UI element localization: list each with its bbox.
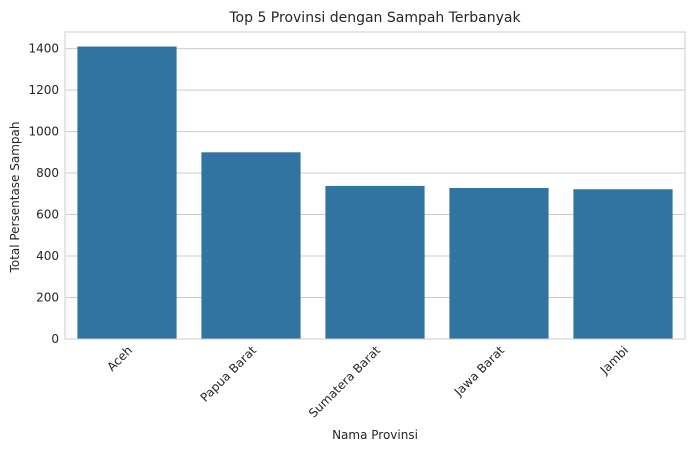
x-tick-label: Jawa Barat bbox=[451, 343, 507, 399]
y-tick-label: 600 bbox=[36, 208, 59, 222]
x-tick-label: Aceh bbox=[104, 343, 135, 374]
bar-aceh bbox=[77, 46, 177, 340]
bar-jambi bbox=[573, 189, 673, 339]
y-tick-label: 800 bbox=[36, 166, 59, 180]
y-tick-label: 1000 bbox=[28, 125, 59, 139]
y-tick-label: 0 bbox=[51, 332, 59, 346]
y-tick-label: 200 bbox=[36, 291, 59, 305]
bar-papua-barat bbox=[201, 152, 301, 339]
y-axis-label: Total Persentase Sampah bbox=[8, 122, 22, 274]
x-tick-label: Jambi bbox=[597, 343, 631, 377]
y-tick-label: 1200 bbox=[28, 83, 59, 97]
y-axis-ticks: 0 200 400 600 800 1000 1200 1400 bbox=[28, 42, 59, 346]
y-tick-label: 1400 bbox=[28, 42, 59, 56]
plot-frame bbox=[64, 31, 686, 340]
chart-title: Top 5 Provinsi dengan Sampah Terbanyak bbox=[228, 10, 521, 26]
x-axis-ticks: Aceh Papua Barat Sumatera Barat Jawa Barat J… bbox=[104, 343, 631, 420]
x-tick-label: Sumatera Barat bbox=[306, 343, 383, 420]
x-tick-label: Papua Barat bbox=[198, 343, 260, 405]
bars bbox=[77, 46, 673, 340]
bar-sumatera-barat bbox=[325, 185, 425, 339]
x-axis-label: Nama Provinsi bbox=[332, 428, 418, 442]
y-tick-label: 400 bbox=[36, 249, 59, 263]
bar-jawa-barat bbox=[449, 187, 549, 339]
